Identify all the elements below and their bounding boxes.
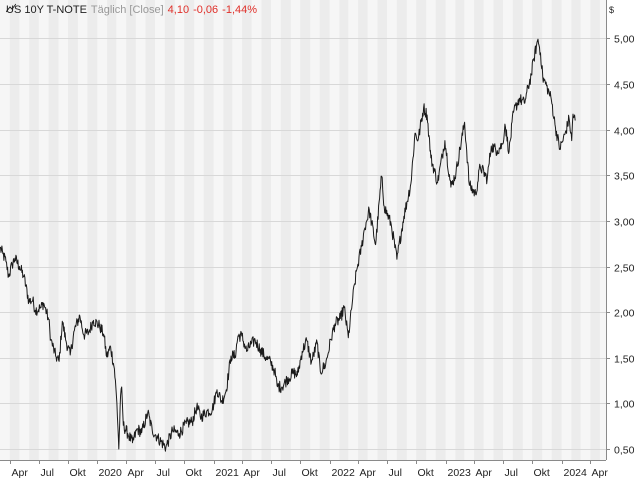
month-band [571, 0, 581, 460]
month-band [29, 0, 39, 460]
x-tick-label: 2023 [448, 467, 472, 479]
month-band [164, 0, 175, 460]
month-band [512, 0, 523, 460]
x-tick-label: Jul [505, 467, 518, 479]
month-band [126, 0, 136, 460]
x-tick-label: Jul [157, 467, 170, 479]
y-tick-label: 1,50 [614, 354, 635, 366]
month-band [87, 0, 98, 460]
month-band [107, 0, 117, 460]
change-percent: -1,44% [222, 4, 258, 16]
month-band [377, 0, 387, 460]
y-tick-label: 4,00 [614, 126, 635, 138]
y-axis-labels: 0,50 1,00 1,50 2,00 2,50 3,00 3,50 4,00 4,50 5,00 [614, 34, 635, 457]
y-tick-label: 2,00 [614, 308, 635, 320]
x-tick-label: Apr [12, 467, 29, 479]
x-tick-label: Jul [41, 467, 54, 479]
x-tick-label: Jul [273, 467, 286, 479]
x-tick-label: Apr [592, 467, 609, 479]
line-series-icon [6, 3, 16, 13]
grid-lines [0, 38, 610, 450]
y-tick-label: 5,00 [614, 34, 635, 46]
month-band [590, 0, 600, 460]
y-tick-label: 4,50 [614, 80, 635, 92]
x-tick-label: Apr [476, 467, 493, 479]
month-band [280, 0, 291, 460]
x-tick-label: Okt [302, 467, 318, 479]
month-band [358, 0, 368, 460]
x-tick-label: Jul [389, 467, 402, 479]
x-tick-label: Okt [70, 467, 86, 479]
x-tick-label: Okt [186, 467, 202, 479]
y-tick-label: 3,50 [614, 171, 635, 183]
currency-label: $ [609, 5, 614, 15]
month-band [203, 0, 214, 460]
series-line [0, 38, 576, 452]
period-label: Täglich [Close] [90, 4, 164, 16]
x-tick-label: Apr [244, 467, 261, 479]
axes [0, 0, 607, 464]
y-tick-label: 3,00 [614, 217, 635, 229]
x-tick-label: Apr [128, 467, 145, 479]
x-tick-label: 2020 [99, 467, 123, 479]
y-tick-label: 1,00 [614, 399, 635, 411]
month-band [223, 0, 233, 460]
month-band [532, 0, 543, 460]
x-tick-label: Okt [534, 467, 550, 479]
month-band [339, 0, 349, 460]
month-band [48, 0, 59, 460]
instrument-name: US 10Y T-NOTE [6, 4, 87, 16]
month-band [145, 0, 155, 460]
y-tick-label: 0,50 [614, 445, 635, 457]
x-axis-labels: Apr Jul Okt 2020 Apr Jul Okt 2021 Apr Jul Okt 2022 A… [12, 467, 609, 479]
month-band [474, 0, 484, 460]
chart-legend: US 10Y T-NOTE Täglich [Close] 4,10 -0,06 -1,… [6, 3, 257, 17]
month-band [319, 0, 330, 460]
month-bands [0, 0, 606, 460]
month-band [455, 0, 465, 460]
month-band [9, 0, 20, 460]
x-tick-label: 2024 [564, 467, 588, 479]
month-band [242, 0, 252, 460]
x-tick-label: Okt [418, 467, 434, 479]
month-band [493, 0, 503, 460]
x-tick-label: 2022 [332, 467, 356, 479]
x-tick-label: Apr [360, 467, 377, 479]
month-band [184, 0, 195, 460]
y-tick-label: 2,50 [614, 263, 635, 275]
month-band [300, 0, 311, 460]
change-value: -0,06 [193, 4, 219, 16]
month-band [551, 0, 562, 460]
month-band [261, 0, 271, 460]
month-band [435, 0, 446, 460]
last-value: 4,10 [167, 4, 190, 16]
month-band [416, 0, 427, 460]
series-layer [0, 38, 576, 452]
month-band [68, 0, 78, 460]
x-tick-label: 2021 [216, 467, 240, 479]
